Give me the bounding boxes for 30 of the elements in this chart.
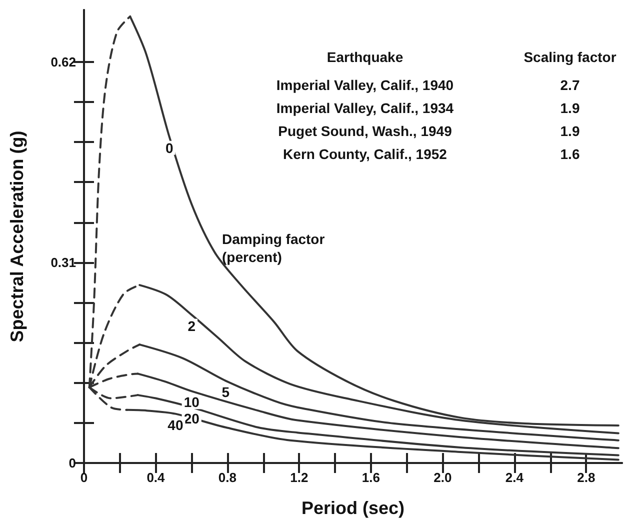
series-label: 2: [188, 318, 196, 334]
x-tick-label: 0.8: [218, 470, 237, 485]
annotation: 1.9: [560, 123, 580, 139]
annotation: Imperial Valley, Calif., 1940: [276, 77, 454, 93]
series-label: 10: [184, 394, 200, 410]
series-label: 5: [222, 384, 230, 400]
x-tick-label: 1.6: [362, 470, 380, 485]
annotation: Kern County, Calif., 1952: [283, 146, 448, 162]
y-tick-label: 0.31: [50, 254, 76, 270]
x-tick-label: 2.8: [577, 470, 596, 485]
annotation: 1.6: [560, 146, 580, 162]
y-axis-title: Spectral Acceleration (g): [7, 130, 27, 342]
x-tick-label: 0.4: [146, 470, 166, 485]
annotation: Scaling factor: [524, 49, 617, 65]
annotation: Puget Sound, Wash., 1949: [278, 123, 452, 139]
y-tick-label: 0.62: [50, 54, 76, 70]
y-tick-label: 0: [68, 456, 76, 470]
annotation: Damping factor (percent): [222, 231, 326, 265]
x-tick-label: 1.2: [290, 470, 308, 485]
annotation: Earthquake: [326, 49, 404, 65]
series-label: 20: [184, 410, 200, 426]
x-tick-label: 2.0: [434, 470, 452, 485]
x-tick-label: 0: [80, 470, 88, 485]
annotation: 2.7: [560, 77, 580, 93]
annotation: 1.9: [560, 100, 580, 116]
x-tick-label: 2.4: [505, 470, 524, 485]
series-label: 40: [168, 416, 184, 433]
x-axis-title: Period (sec): [301, 498, 405, 518]
series-label: 0: [165, 140, 174, 156]
annotation: Imperial Valley, Calif., 1934: [276, 100, 454, 116]
